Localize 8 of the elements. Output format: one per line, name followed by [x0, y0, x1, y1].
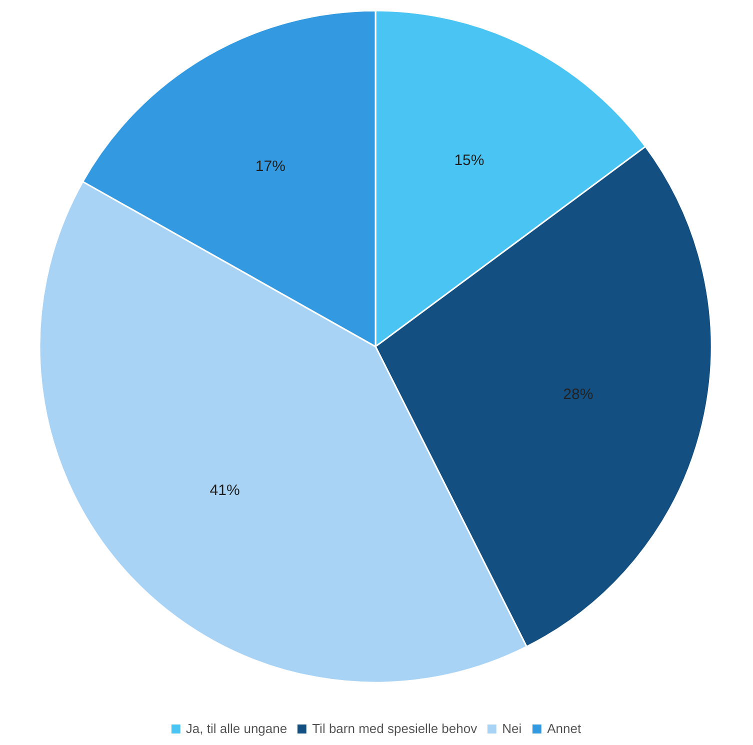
- legend-label: Ja, til alle ungane: [186, 721, 288, 736]
- legend-label: Nei: [502, 721, 522, 736]
- legend-label: Annet: [547, 721, 582, 736]
- legend-label: Til barn med spesielle behov: [312, 721, 478, 736]
- data-label: 41%: [210, 482, 240, 499]
- data-label: 17%: [255, 158, 286, 176]
- data-label: 15%: [454, 152, 484, 170]
- data-label: 28%: [563, 386, 594, 404]
